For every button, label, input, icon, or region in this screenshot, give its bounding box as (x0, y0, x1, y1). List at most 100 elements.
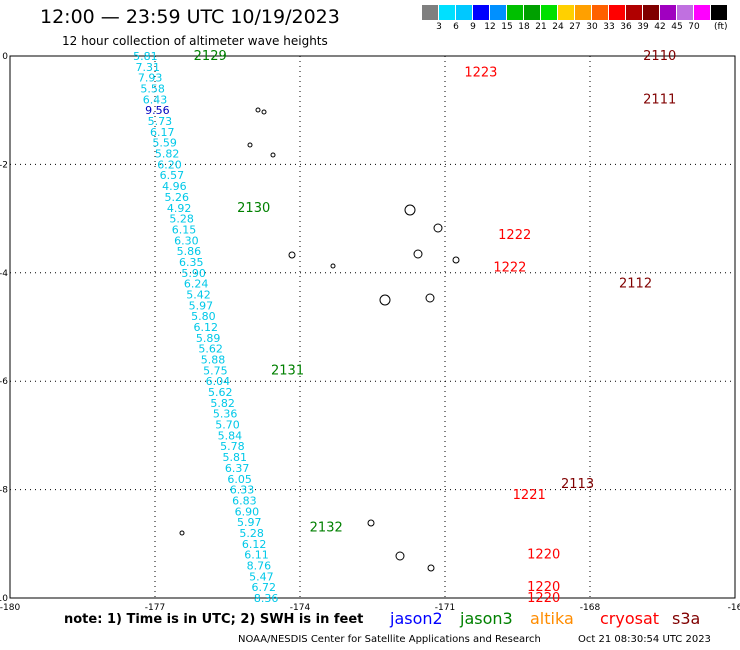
wave-height-value: 5.97 (189, 299, 214, 312)
wave-height-value: 5.36 (213, 408, 238, 421)
island-outline (433, 223, 443, 233)
pass-number-label: 1221 (513, 488, 546, 503)
island-outline (379, 294, 391, 306)
color-swatch (541, 5, 558, 20)
island-outline (425, 293, 435, 303)
wave-height-value: 5.82 (210, 397, 235, 410)
wave-height-value: 5.73 (148, 115, 173, 128)
wave-height-value: 5.62 (198, 343, 223, 356)
x-tick-label: -180 (0, 603, 20, 613)
wave-height-value: 5.47 (249, 570, 274, 583)
color-swatch (677, 5, 694, 20)
wave-height-value: 5.88 (201, 354, 226, 367)
wave-height-value: 8.76 (247, 559, 272, 572)
island-outline (413, 249, 423, 259)
wave-height-value: 6.04 (206, 375, 231, 388)
wave-height-value: 6.20 (157, 158, 182, 171)
x-tick-label: -171 (435, 603, 455, 613)
color-scale-tick: 6 (453, 22, 459, 32)
color-scale-tick: 33 (603, 22, 615, 32)
wave-height-value: 9.56 (145, 104, 170, 117)
wave-height-value: 6.17 (150, 126, 175, 139)
x-tick-label: -16 (728, 603, 740, 613)
wave-height-value: 6.37 (225, 462, 250, 475)
color-scale-unit: (ft) (714, 22, 728, 32)
page-subtitle: 12 hour collection of altimeter wave hei… (62, 34, 328, 48)
pass-number-label: 2111 (643, 92, 676, 107)
island-outline (270, 152, 276, 158)
wave-height-value: 5.84 (218, 429, 243, 442)
color-scale-tick: 9 (470, 22, 476, 32)
wave-height-value: 6.83 (232, 494, 257, 507)
wave-height-value: 5.70 (215, 419, 240, 432)
pass-number-label: 1220 (527, 580, 560, 595)
island-outline (261, 109, 267, 115)
wave-height-value: 5.26 (165, 191, 190, 204)
credit-text: NOAA/NESDIS Center for Satellite Applica… (238, 634, 541, 645)
satellite-jason3-label: jason3 (460, 609, 513, 628)
x-tick-label: -174 (290, 603, 311, 613)
pass-number-label: 2132 (310, 521, 343, 536)
island-outline (404, 204, 416, 216)
plot-frame (9, 55, 736, 599)
color-swatch (643, 5, 660, 20)
satellite-altika-label: altika (530, 609, 574, 628)
wave-height-value: 5.81 (133, 50, 158, 63)
island-outline (330, 263, 336, 269)
wave-height-value: 4.92 (167, 202, 192, 215)
wave-height-value: 6.30 (174, 234, 199, 247)
wave-height-value: 6.72 (252, 581, 277, 594)
wave-height-value: 6.11 (244, 549, 269, 562)
wave-height-value: 6.33 (230, 484, 255, 497)
pass-number-label: 2112 (619, 277, 652, 292)
island-outline (179, 530, 185, 536)
wave-height-value: 6.15 (172, 223, 197, 236)
color-scale-tick: 45 (671, 22, 683, 32)
wave-height-value: 4.96 (162, 180, 187, 193)
pass-number-label: 2113 (561, 477, 594, 492)
wave-height-value: 6.12 (242, 538, 267, 551)
color-scale-tick: 27 (569, 22, 581, 32)
color-swatch (473, 5, 490, 20)
pass-number-label: 2131 (271, 363, 304, 378)
color-scale-tick: 3 (436, 22, 442, 32)
wave-height-value: 6.43 (143, 93, 168, 106)
pass-number-label: 1220 (527, 591, 560, 606)
pass-number-label: 1220 (527, 548, 560, 563)
wave-height-value: 5.80 (191, 310, 216, 323)
wave-height-value: 6.24 (184, 278, 209, 291)
color-swatch (626, 5, 643, 20)
color-scale-tick: 18 (518, 22, 530, 32)
wave-height-value: 6.90 (235, 505, 260, 518)
color-swatch (711, 5, 728, 20)
x-tick-label: -168 (580, 603, 601, 613)
y-tick-label: -6 (0, 377, 8, 387)
island-outline (367, 519, 375, 527)
wave-height-value: 5.97 (237, 516, 262, 529)
wave-height-value: 5.28 (239, 527, 264, 540)
color-scale-tick: 15 (501, 22, 513, 32)
color-scale-tick: 12 (484, 22, 496, 32)
color-swatch (592, 5, 609, 20)
island-outline (255, 107, 261, 113)
pass-number-label: 2129 (194, 49, 227, 64)
island-outline (288, 251, 296, 259)
pass-number-label: 2130 (237, 201, 270, 216)
color-swatch (660, 5, 677, 20)
y-tick-label: 0 (2, 52, 8, 62)
wave-height-value: 5.62 (208, 386, 233, 399)
color-swatch (575, 5, 592, 20)
color-swatch (422, 5, 439, 20)
timestamp-text: Oct 21 08:30:54 UTC 2023 (578, 634, 711, 645)
wave-height-value: 5.82 (155, 148, 180, 161)
pass-number-label: 1222 (498, 228, 531, 243)
page-title: 12:00 — 23:59 UTC 10/19/2023 (40, 6, 340, 28)
satellite-cryosat-label: cryosat (600, 609, 660, 628)
island-outline (395, 551, 405, 561)
color-swatch (439, 5, 456, 20)
color-scale-tick: 42 (654, 22, 666, 32)
island-outline (427, 564, 435, 572)
wave-height-value: 5.42 (186, 288, 211, 301)
color-swatch (694, 5, 711, 20)
